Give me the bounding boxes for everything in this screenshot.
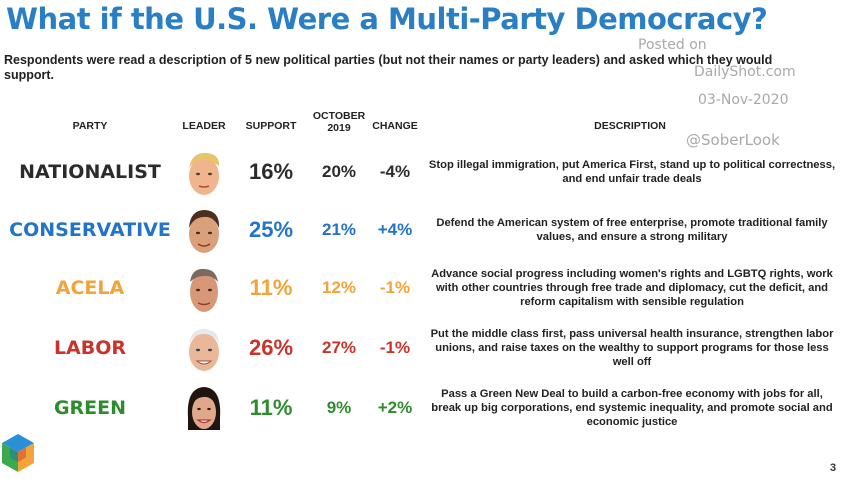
party-name: LABOR — [53, 337, 127, 359]
support-value: 16% — [248, 159, 294, 184]
leader-portrait-icon — [190, 268, 218, 312]
table-row-labor: LABOR 26% 27% -1% Put the middle class f… — [0, 320, 842, 376]
table-row-acela: ACELA 11% 12% -1% Advance social progres… — [0, 260, 842, 316]
october-2019-value: 21% — [321, 220, 357, 239]
header-change: CHANGE — [372, 120, 418, 132]
watermark-date: 03-Nov-2020 — [698, 92, 789, 108]
party-description: Stop illegal immigration, put America Fi… — [428, 159, 836, 185]
header-october: OCTOBER 2019 — [308, 110, 370, 134]
support-value: 26% — [248, 335, 294, 360]
cube-logo-icon — [2, 434, 34, 472]
watermark-site: DailyShot.com — [694, 64, 796, 80]
party-name: GREEN — [53, 397, 127, 419]
table-row-green: GREEN 11% 9% +2% Pass a Green New Deal t… — [0, 380, 842, 436]
change-value: -4% — [379, 162, 411, 181]
leader-portrait-icon — [189, 152, 220, 195]
party-description: Advance social progress including women'… — [431, 268, 833, 308]
party-description: Pass a Green New Deal to build a carbon-… — [431, 388, 833, 428]
header-leader: LEADER — [182, 120, 226, 132]
october-2019-value: 12% — [321, 278, 357, 297]
october-2019-value: 20% — [321, 162, 357, 181]
table-row-nationalist: NATIONALIST 16% 20% -4% Stop illegal imm… — [0, 144, 842, 200]
watermark-posted-on: Posted on — [638, 37, 707, 53]
support-value: 11% — [249, 275, 293, 300]
support-value: 11% — [249, 395, 293, 420]
page-number: 3 — [830, 462, 837, 474]
header-october-line2: 2019 — [327, 122, 351, 134]
support-value: 25% — [248, 217, 294, 242]
watermark-handle: @SoberLook — [686, 131, 780, 149]
party-description: Defend the American system of free enter… — [436, 217, 828, 243]
header-description: DESCRIPTION — [594, 120, 666, 132]
change-value: -1% — [379, 278, 411, 297]
leader-portrait-icon — [189, 328, 219, 371]
header-support: SUPPORT — [245, 120, 297, 132]
october-2019-value: 9% — [326, 398, 352, 417]
page-subtitle: Respondents were read a description of 5… — [4, 53, 773, 82]
change-value: +2% — [377, 398, 413, 417]
page-title: What if the U.S. Were a Multi-Party Demo… — [6, 2, 768, 36]
leader-portrait-icon — [189, 210, 220, 253]
change-value: +4% — [377, 220, 413, 239]
october-2019-value: 27% — [321, 338, 357, 357]
leader-portrait-icon — [187, 387, 221, 430]
party-name: CONSERVATIVE — [9, 219, 171, 241]
header-party: PARTY — [72, 120, 108, 132]
table-row-conservative: CONSERVATIVE 25% 21% +4% Defend the Amer… — [0, 202, 842, 258]
change-value: -1% — [379, 338, 411, 357]
header-october-line1: OCTOBER — [312, 110, 366, 122]
party-name: NATIONALIST — [19, 161, 161, 183]
party-description: Put the middle class first, pass univers… — [430, 328, 834, 368]
party-name: ACELA — [55, 277, 125, 299]
